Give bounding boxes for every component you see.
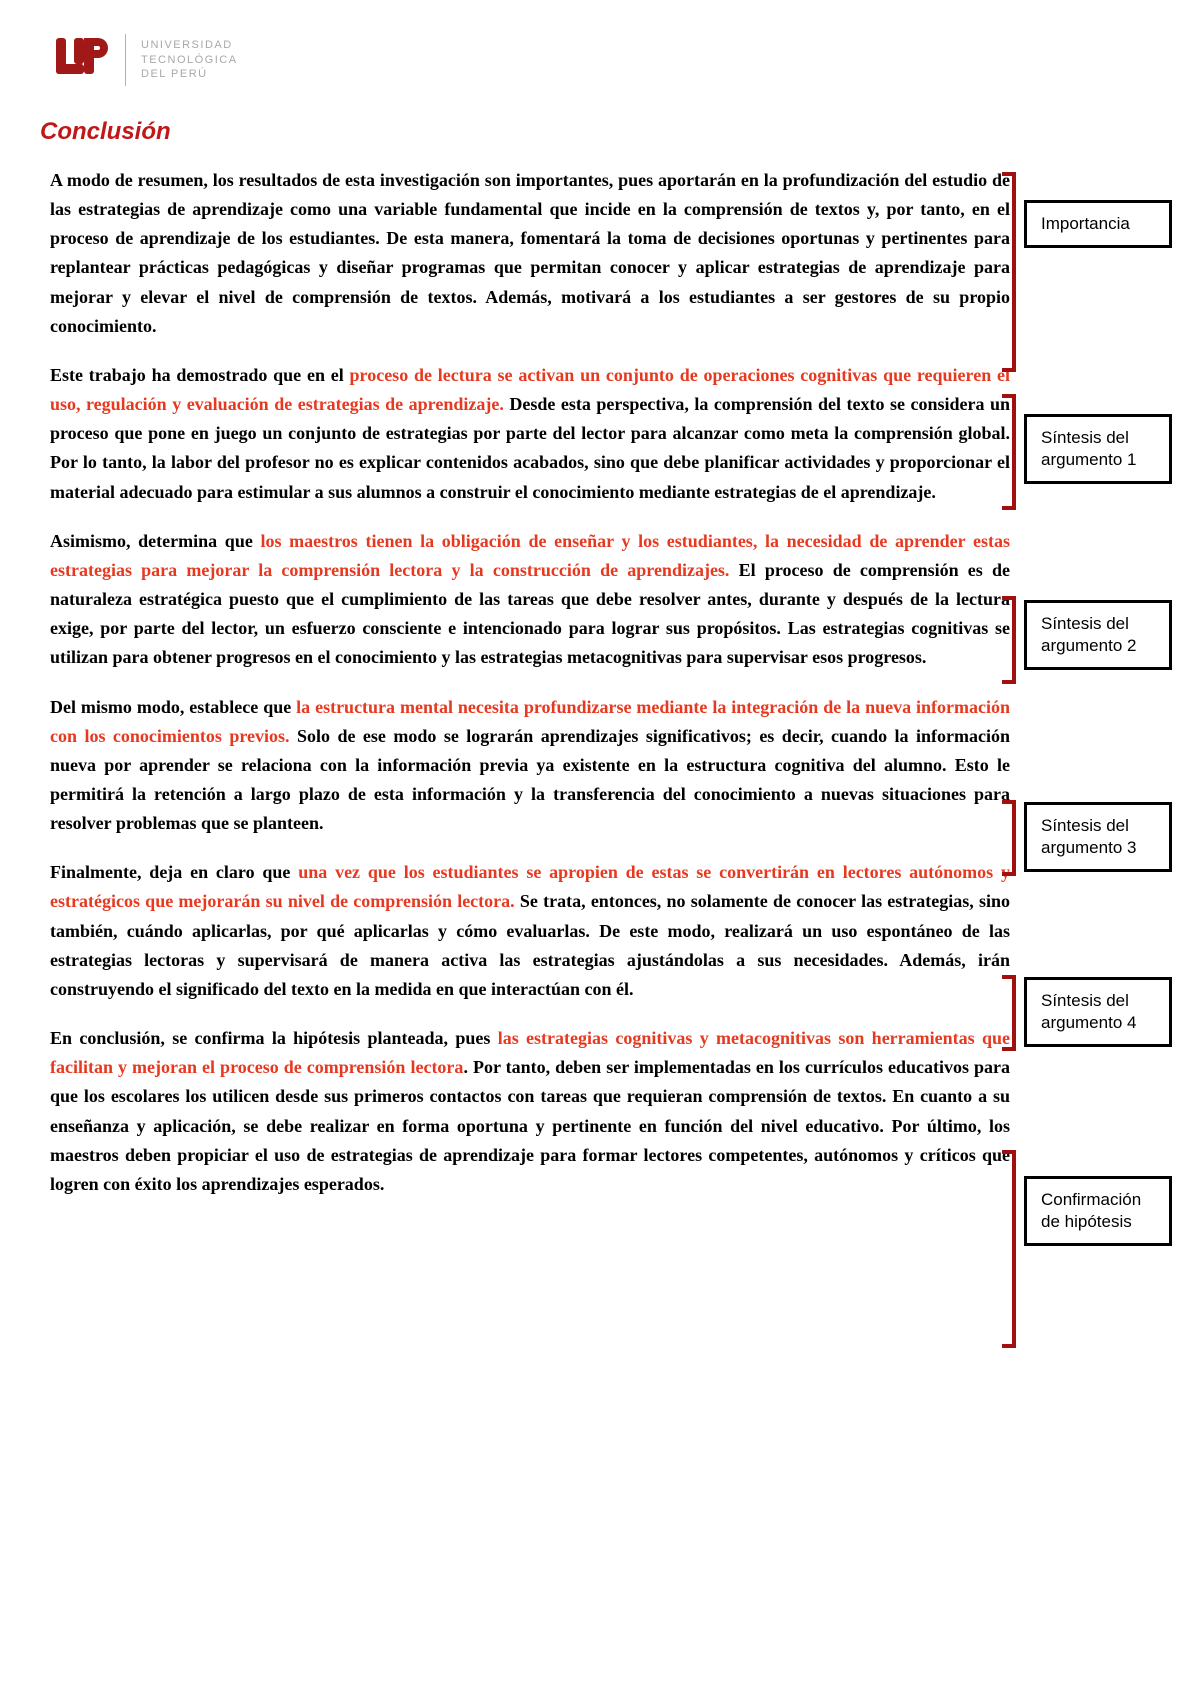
- university-line: UNIVERSIDAD: [141, 38, 238, 53]
- paragraph-text-pre: Asimismo, determina que: [50, 531, 260, 551]
- paragraph-argument-1: Este trabajo ha demostrado que en el pro…: [50, 361, 1010, 507]
- annotation-label: Síntesis del argumento 3: [1024, 802, 1172, 872]
- paragraph-argument-2: Asimismo, determina que los maestros tie…: [50, 527, 1010, 673]
- content-column: A modo de resumen, los resultados de est…: [50, 166, 1010, 1199]
- university-name: UNIVERSIDAD TECNOLÓGICA DEL PERÚ: [141, 38, 238, 83]
- university-line: TECNOLÓGICA: [141, 53, 238, 68]
- paragraph-text-post: . Por tanto, deben ser implementadas en …: [50, 1057, 1010, 1194]
- annotation-label: Síntesis del argumento 2: [1024, 600, 1172, 670]
- annotation-label: Síntesis del argumento 1: [1024, 414, 1172, 484]
- annotation-label: Confirmación de hipótesis: [1024, 1176, 1172, 1246]
- paragraph-text-pre: Finalmente, deja en claro que: [50, 862, 298, 882]
- header-divider: [125, 34, 126, 86]
- page: UNIVERSIDAD TECNOLÓGICA DEL PERÚ Conclus…: [0, 0, 1200, 1259]
- utp-logo-icon: [50, 30, 110, 90]
- paragraph-text-pre: Del mismo modo, establece que: [50, 697, 296, 717]
- paragraph-argument-3: Del mismo modo, establece que la estruct…: [50, 693, 1010, 839]
- university-line: DEL PERÚ: [141, 67, 238, 82]
- header: UNIVERSIDAD TECNOLÓGICA DEL PERÚ: [50, 30, 1160, 90]
- paragraph-hypothesis: En conclusión, se confirma la hipótesis …: [50, 1024, 1010, 1199]
- annotation-label: Importancia: [1024, 200, 1172, 248]
- paragraph-text-pre: Este trabajo ha demostrado que en el: [50, 365, 350, 385]
- paragraph-importance: A modo de resumen, los resultados de est…: [50, 166, 1010, 341]
- paragraph-text-pre: En conclusión, se confirma la hipótesis …: [50, 1028, 498, 1048]
- annotation-label: Síntesis del argumento 4: [1024, 977, 1172, 1047]
- section-title: Conclusión: [40, 118, 1160, 146]
- paragraph-text: A modo de resumen, los resultados de est…: [50, 170, 1010, 336]
- paragraph-argument-4: Finalmente, deja en claro que una vez qu…: [50, 858, 1010, 1004]
